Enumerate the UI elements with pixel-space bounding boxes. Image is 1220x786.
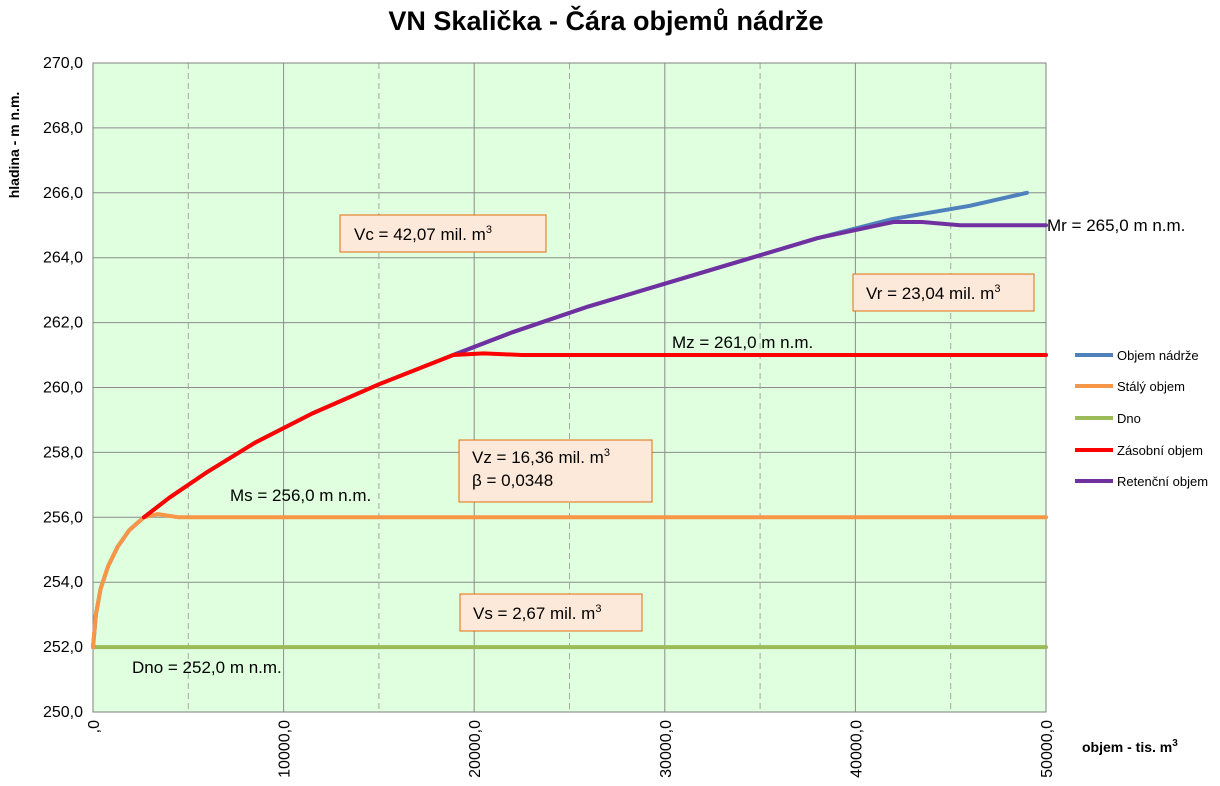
y-tick-label: 256,0: [43, 509, 83, 526]
annotation-vr-text: Vr = 23,04 mil. m3: [866, 283, 1000, 303]
annotation-vr: Vr = 23,04 mil. m3: [852, 273, 1035, 312]
series-line-4: [451, 220, 1048, 357]
annotation-vz-text: Vz = 16,36 mil. m3: [472, 447, 610, 467]
x-tick-label: 50000,0: [1039, 720, 1056, 778]
x-axis-title-text: objem - tis. m: [1082, 739, 1172, 755]
x-tick-label: 20000,0: [467, 720, 484, 778]
y-tick-label: 264,0: [43, 250, 83, 267]
y-tick-labels: 250,0 252,0 254,0 256,0 258,0 260,0 262,0 264,0…: [43, 55, 83, 721]
legend-label-zasobni: Zásobní objem: [1117, 443, 1203, 458]
legend-item-dno: Dno: [1075, 411, 1141, 426]
x-axis-title: objem - tis. m3: [1082, 738, 1178, 755]
chart-title: VN Skalička - Čára objemů nádrže: [388, 5, 823, 36]
y-axis-title: hladina - m n.m.: [6, 92, 22, 199]
y-tick-label: 268,0: [43, 120, 83, 137]
annotation-vs: Vs = 2,67 mil. m3: [459, 593, 643, 632]
annotation-vc: Vc = 42,07 mil. m3: [339, 214, 547, 253]
series-line-3: [141, 351, 1048, 520]
series-layer: [91, 190, 1048, 650]
y-tick-label: 266,0: [43, 185, 83, 202]
annotation-vc-text: Vc = 42,07 mil. m3: [354, 224, 492, 244]
annotation-dno: Dno = 252,0 m n.m.: [132, 658, 282, 677]
annotation-ms: Ms = 256,0 m n.m.: [230, 486, 371, 505]
legend-label-retencni: Retenční objem: [1117, 474, 1208, 489]
x-tick-label: ,0: [86, 720, 103, 733]
legend-label-objem: Objem nádrže: [1117, 348, 1199, 363]
y-tick-label: 252,0: [43, 639, 83, 656]
x-tick-label: 10000,0: [277, 720, 294, 778]
x-tick-label: 30000,0: [658, 720, 675, 778]
annotation-mz: Mz = 261,0 m n.m.: [672, 333, 813, 352]
series-line-1: [91, 512, 1048, 650]
y-tick-label: 258,0: [43, 444, 83, 461]
x-tick-label: 40000,0: [848, 720, 865, 778]
grid: [92, 62, 1047, 713]
legend-item-retencni: Retenční objem: [1075, 474, 1208, 489]
legend-label-staly: Stálý objem: [1117, 379, 1185, 394]
annotation-vz: Vz = 16,36 mil. m3 β = 0,0348: [458, 439, 653, 503]
y-tick-label: 260,0: [43, 380, 83, 397]
legend: Objem nádrže Stálý objem Dno Zásobní obj…: [1075, 348, 1208, 489]
legend-item-objem: Objem nádrže: [1075, 348, 1199, 363]
x-axis-title-sup: 3: [1172, 738, 1178, 749]
y-tick-label: 250,0: [43, 704, 83, 721]
x-tick-labels: ,0 10000,0 20000,0 30000,0 40000,0 50000,0: [86, 720, 1056, 778]
annotation-vz-beta: β = 0,0348: [472, 471, 553, 490]
annotation-vs-text: Vs = 2,67 mil. m3: [473, 603, 601, 623]
legend-item-staly: Stálý objem: [1075, 379, 1185, 394]
legend-label-dno: Dno: [1117, 411, 1141, 426]
plot-border: [92, 62, 1047, 713]
y-tick-label: 262,0: [43, 315, 83, 332]
legend-item-zasobni: Zásobní objem: [1075, 443, 1203, 458]
y-tick-label: 270,0: [43, 55, 83, 72]
annotation-mr: Mr = 265,0 m n.m.: [1047, 216, 1185, 235]
y-tick-label: 254,0: [43, 574, 83, 591]
